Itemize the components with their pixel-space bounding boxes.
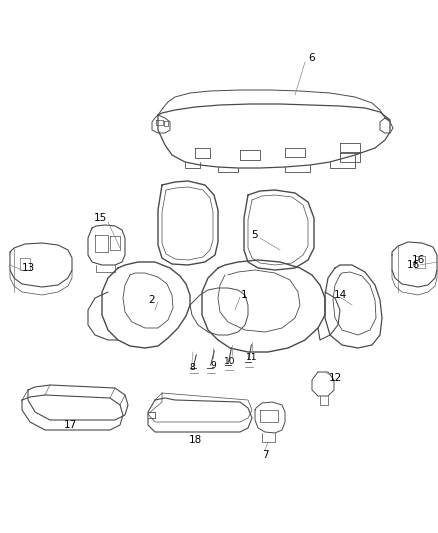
Text: 12: 12 bbox=[328, 373, 342, 383]
Text: 5: 5 bbox=[252, 230, 258, 240]
Text: 13: 13 bbox=[22, 263, 35, 273]
Text: 18: 18 bbox=[188, 435, 201, 445]
Text: 16: 16 bbox=[411, 255, 424, 265]
Text: 11: 11 bbox=[246, 353, 258, 362]
Text: 2: 2 bbox=[148, 295, 155, 305]
Text: 1: 1 bbox=[241, 290, 247, 300]
Text: 9: 9 bbox=[210, 360, 216, 369]
Text: 7: 7 bbox=[261, 450, 268, 460]
Text: 14: 14 bbox=[333, 290, 346, 300]
Text: 17: 17 bbox=[64, 420, 77, 430]
Text: 15: 15 bbox=[93, 213, 106, 223]
Text: 10: 10 bbox=[224, 358, 236, 367]
Text: 16: 16 bbox=[407, 260, 420, 270]
Text: 6: 6 bbox=[309, 53, 315, 63]
Text: 8: 8 bbox=[189, 364, 195, 373]
